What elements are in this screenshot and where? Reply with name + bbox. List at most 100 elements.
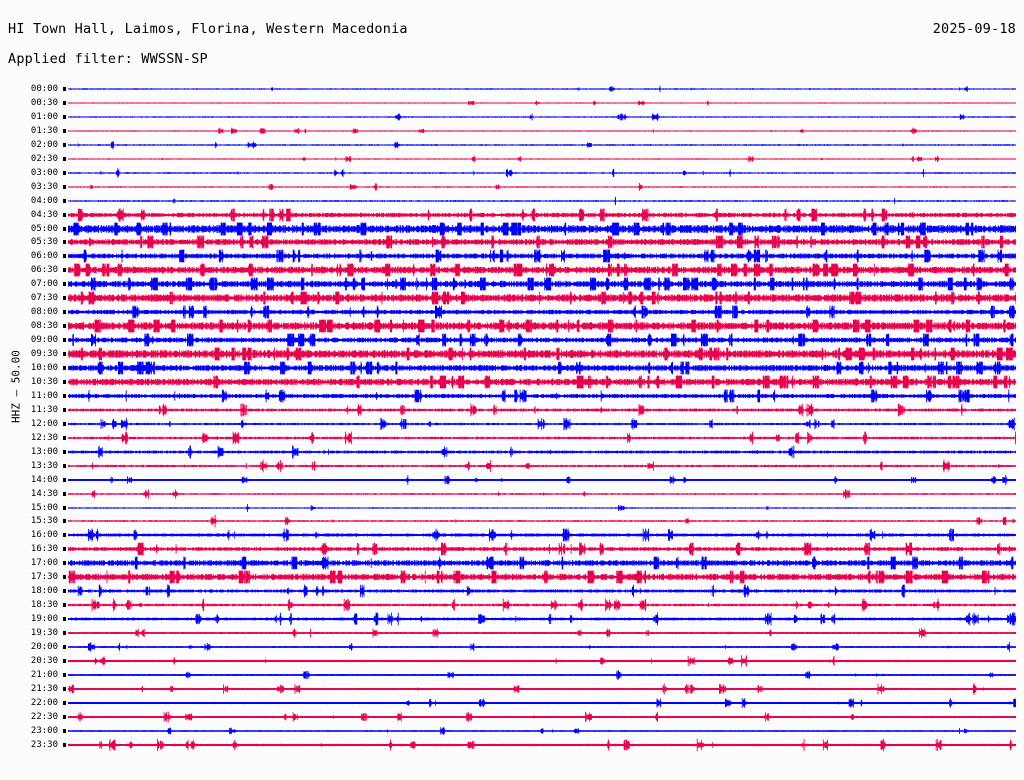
- trace-waveform: [68, 654, 1016, 668]
- row-tick-mark: [63, 310, 66, 315]
- trace-row: 05:00: [0, 222, 1024, 236]
- trace-row-time-label: 08:00: [30, 307, 58, 318]
- trace-row-time-label: 20:30: [30, 655, 58, 666]
- trace-row-time-label: 19:00: [30, 614, 58, 625]
- trace-row: 19:00: [0, 612, 1024, 626]
- trace-row: 11:30: [0, 403, 1024, 417]
- helicorder-plot: 00:00 00:30 01:00 01:30 02:00 02:30 03:00 03:30…: [0, 78, 1024, 780]
- row-tick-mark: [63, 449, 66, 454]
- trace-row-time-label: 06:30: [30, 265, 58, 276]
- trace-row-time-label: 12:00: [30, 418, 58, 429]
- trace-waveform: [68, 249, 1016, 263]
- trace-waveform: [68, 138, 1016, 152]
- trace-row-time-label: 16:30: [30, 544, 58, 555]
- row-tick-mark: [63, 142, 66, 147]
- row-tick-mark: [63, 421, 66, 426]
- trace-waveform: [68, 417, 1016, 431]
- trace-waveform: [68, 333, 1016, 347]
- trace-row: 06:30: [0, 263, 1024, 277]
- row-tick-mark: [63, 128, 66, 133]
- trace-waveform: [68, 612, 1016, 626]
- trace-row-time-label: 10:30: [30, 376, 58, 387]
- row-tick-mark: [63, 212, 66, 217]
- trace-waveform: [68, 110, 1016, 124]
- trace-waveform: [68, 542, 1016, 556]
- trace-row-time-label: 05:00: [30, 223, 58, 234]
- row-tick-mark: [63, 282, 66, 287]
- trace-waveform: [68, 710, 1016, 724]
- trace-row-time-label: 09:00: [30, 335, 58, 346]
- trace-waveform: [68, 305, 1016, 319]
- trace-waveform: [68, 598, 1016, 612]
- applied-filter-label: Applied filter: WWSSN-SP: [8, 51, 208, 67]
- trace-row: 22:00: [0, 696, 1024, 710]
- row-tick-mark: [63, 254, 66, 259]
- trace-row: 21:00: [0, 668, 1024, 682]
- trace-row-time-label: 13:30: [30, 460, 58, 471]
- trace-row-time-label: 07:00: [30, 279, 58, 290]
- row-tick-mark: [63, 505, 66, 510]
- trace-row-time-label: 14:30: [30, 488, 58, 499]
- trace-row: 13:00: [0, 445, 1024, 459]
- trace-row: 21:30: [0, 682, 1024, 696]
- trace-waveform: [68, 319, 1016, 333]
- row-tick-mark: [63, 589, 66, 594]
- trace-row-time-label: 06:00: [30, 251, 58, 262]
- trace-row: 16:00: [0, 528, 1024, 542]
- trace-row: 23:30: [0, 738, 1024, 752]
- trace-row-time-label: 08:30: [30, 321, 58, 332]
- trace-waveform: [68, 124, 1016, 138]
- row-tick-mark: [63, 631, 66, 636]
- trace-row-time-label: 20:00: [30, 642, 58, 652]
- trace-row-time-label: 15:00: [30, 502, 58, 513]
- trace-row: 05:30: [0, 235, 1024, 249]
- trace-row: 03:00: [0, 166, 1024, 180]
- trace-waveform: [68, 277, 1016, 291]
- row-tick-mark: [63, 658, 66, 663]
- row-tick-mark: [63, 728, 66, 733]
- trace-row: 20:30: [0, 654, 1024, 668]
- trace-row-time-label: 18:00: [30, 586, 58, 597]
- trace-row-time-label: 15:30: [30, 516, 58, 527]
- trace-row: 04:00: [0, 194, 1024, 208]
- trace-waveform: [68, 389, 1016, 403]
- trace-row-time-label: 22:30: [30, 711, 58, 722]
- trace-waveform: [68, 738, 1016, 752]
- row-tick-mark: [63, 324, 66, 329]
- trace-row: 00:30: [0, 96, 1024, 110]
- trace-waveform: [68, 180, 1016, 194]
- trace-row-time-label: 02:00: [30, 139, 58, 150]
- row-tick-mark: [63, 296, 66, 301]
- trace-waveform: [68, 626, 1016, 640]
- trace-row-time-label: 01:30: [30, 125, 58, 136]
- trace-row: 15:00: [0, 501, 1024, 515]
- trace-row-time-label: 21:30: [30, 683, 58, 694]
- row-tick-mark: [63, 393, 66, 398]
- trace-waveform: [68, 668, 1016, 682]
- trace-row: 18:00: [0, 584, 1024, 598]
- row-tick-mark: [63, 672, 66, 677]
- trace-waveform: [68, 487, 1016, 501]
- trace-row: 08:00: [0, 305, 1024, 319]
- trace-row-time-label: 11:00: [30, 390, 58, 401]
- trace-row-time-label: 04:30: [30, 209, 58, 220]
- trace-waveform: [68, 375, 1016, 389]
- trace-waveform: [68, 263, 1016, 277]
- row-tick-mark: [63, 617, 66, 622]
- trace-waveform: [68, 431, 1016, 445]
- row-tick-mark: [63, 100, 66, 105]
- trace-row: 17:30: [0, 570, 1024, 584]
- trace-row: 00:00: [0, 82, 1024, 96]
- trace-row: 12:00: [0, 417, 1024, 431]
- row-tick-mark: [63, 198, 66, 203]
- header: HI Town Hall, Laimos, Florina, Western M…: [0, 0, 1024, 78]
- trace-row: 23:00: [0, 724, 1024, 738]
- row-tick-mark: [63, 338, 66, 343]
- trace-row: 22:30: [0, 710, 1024, 724]
- trace-row-time-label: 09:30: [30, 349, 58, 360]
- row-tick-mark: [63, 170, 66, 175]
- trace-waveform: [68, 528, 1016, 542]
- page-title: HI Town Hall, Laimos, Florina, Western M…: [8, 21, 408, 37]
- trace-waveform: [68, 208, 1016, 222]
- trace-waveform: [68, 696, 1016, 710]
